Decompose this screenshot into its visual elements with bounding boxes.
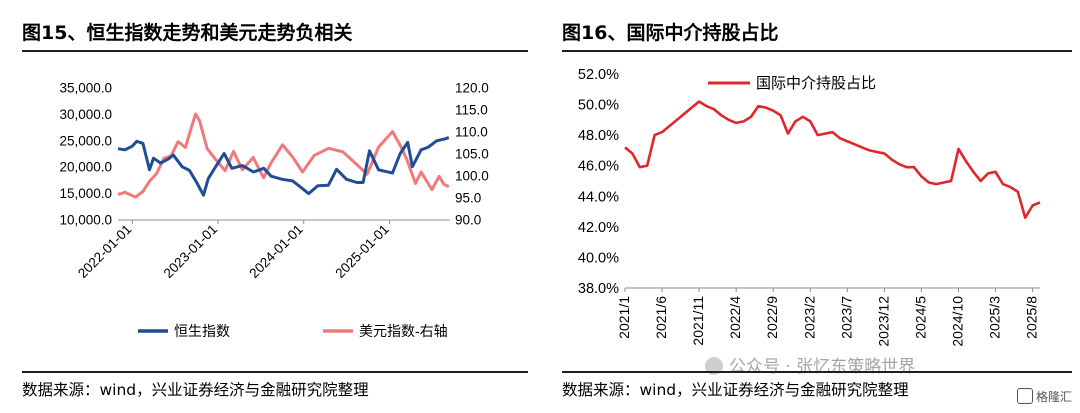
x-tick-label: 2023/7 <box>838 296 854 339</box>
x-tick-label: 2021/11 <box>690 296 706 346</box>
y-right-tick-label: 100.0 <box>455 169 489 184</box>
intl-intermediary-chart: 52.0% 50.0% 48.0% 46.0% 44.0% 42.0% 40.0% 38.0%… <box>578 67 1041 347</box>
source-rule <box>562 371 1072 373</box>
figure-16-title: 图16、国际中介持股占比 <box>562 22 779 44</box>
figure-16-panel: 图16、国际中介持股占比 52.0% 50.0% 48.0% 46.0% 44.0% 42… <box>540 0 1080 413</box>
title-rule <box>562 50 1072 52</box>
figure-15-panel: 图15、恒生指数走势和美元走势负相关 35,000.0 30,000.0 25,00… <box>22 22 528 399</box>
wechat-watermark: 公众号 · 张忆东策略世界 <box>705 352 915 377</box>
x-tick-label: 2023/12 <box>875 296 891 347</box>
x-tick-label: 2024/10 <box>949 296 965 347</box>
y-right-tick-label: 95.0 <box>455 191 481 206</box>
figure-15-title: 图15、恒生指数走势和美元走势负相关 <box>22 22 353 44</box>
x-tick-label: 2022/9 <box>764 296 780 339</box>
x-tick-label: 2023-01-01 <box>161 222 220 281</box>
y-left-tick-label: 35,000.0 <box>59 81 112 96</box>
figure-15-source: 数据来源：wind，兴业证券经济与金融研究院整理 <box>22 381 369 399</box>
x-tick-label: 2022-01-01 <box>75 222 134 281</box>
y-tick-label: 48.0% <box>578 128 619 144</box>
source-rule <box>22 371 528 373</box>
x-tick-label: 2024-01-01 <box>246 222 305 281</box>
x-tick-label: 2025-01-01 <box>332 222 391 281</box>
y-left-tick-label: 25,000.0 <box>59 133 112 148</box>
y-right-tick-label: 120.0 <box>455 81 489 96</box>
y-tick-label: 38.0% <box>578 281 619 297</box>
intl-holding-series-line <box>624 100 1041 219</box>
x-tick-label: 2025/8 <box>1024 296 1040 339</box>
x-tick-label: 2023/2 <box>801 296 817 339</box>
y-left-tick-label: 10,000.0 <box>59 213 112 228</box>
x-tick-label: 2021/6 <box>653 296 669 339</box>
y-left-tick-label: 30,000.0 <box>59 107 112 122</box>
y-right-tick-label: 115.0 <box>455 103 488 118</box>
y-tick-label: 40.0% <box>578 250 619 266</box>
y-tick-label: 44.0% <box>578 189 619 205</box>
y-right-tick-label: 110.0 <box>455 125 488 140</box>
brand-logo: 格隆汇 <box>1016 388 1072 405</box>
brand-label: 格隆汇 <box>1035 390 1072 404</box>
legend-label: 恒生指数 <box>174 323 230 339</box>
y-left-tick-label: 15,000.0 <box>59 186 112 201</box>
y-tick-label: 46.0% <box>578 159 619 175</box>
figure-16-source: 数据来源：wind，兴业证券经济与金融研究院整理 <box>562 381 909 399</box>
y-tick-label: 52.0% <box>578 67 619 83</box>
x-tick-label: 2024/5 <box>912 296 928 339</box>
hsi-series-line <box>117 136 450 197</box>
brand-icon <box>1016 388 1033 404</box>
wechat-icon <box>705 357 723 375</box>
y-tick-label: 42.0% <box>578 220 619 236</box>
y-right-tick-label: 105.0 <box>455 147 489 162</box>
title-rule <box>22 50 528 52</box>
legend-label: 国际中介持股占比 <box>756 75 876 92</box>
x-tick-label: 2022/4 <box>727 296 743 339</box>
x-tick-label: 2025/3 <box>987 296 1003 339</box>
y-right-tick-label: 90.0 <box>455 213 481 228</box>
watermark-text: 公众号 · 张忆东策略世界 <box>729 357 916 377</box>
hsi-usd-chart: 35,000.0 30,000.0 25,000.0 20,000.0 15,000.0… <box>59 81 489 340</box>
legend-label: 美元指数-右轴 <box>359 323 448 339</box>
y-tick-label: 50.0% <box>578 98 619 114</box>
y-left-tick-label: 20,000.0 <box>59 160 112 175</box>
x-tick-label: 2021/1 <box>616 296 632 339</box>
